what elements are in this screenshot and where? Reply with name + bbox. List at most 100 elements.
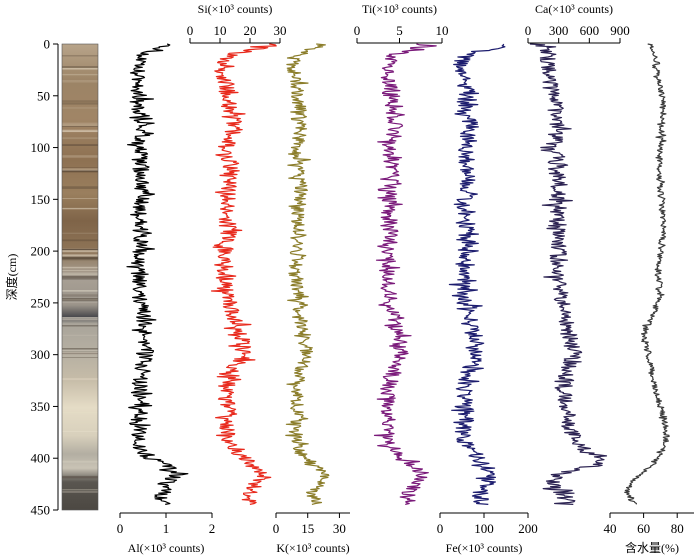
value-tick-label: 0 bbox=[187, 23, 194, 38]
core-band bbox=[62, 378, 98, 381]
core-band bbox=[62, 55, 98, 57]
core-band bbox=[62, 123, 98, 127]
core-band bbox=[62, 357, 98, 358]
core-band bbox=[62, 107, 98, 109]
core-band bbox=[62, 278, 98, 280]
depth-tick-label: 250 bbox=[31, 295, 51, 310]
core-border bbox=[61, 43, 99, 511]
core-band bbox=[62, 155, 98, 158]
core-band bbox=[62, 239, 98, 242]
value-tick-label: 600 bbox=[580, 23, 600, 38]
depth-axis-title: 深度(cm) bbox=[4, 254, 19, 301]
series-line bbox=[448, 43, 506, 505]
value-tick-label: 40 bbox=[604, 521, 617, 536]
core-band bbox=[62, 489, 98, 491]
series-al: 0 1 2 Al(×10³ counts) bbox=[117, 43, 216, 555]
core-band bbox=[62, 256, 98, 260]
value-tick-label: 0 bbox=[273, 521, 280, 536]
series-water-content: 40 60 80 含水量(%) bbox=[604, 43, 694, 555]
depth-tick-label: 100 bbox=[31, 140, 51, 155]
core-band bbox=[62, 272, 98, 275]
series-line bbox=[126, 43, 189, 505]
core-band bbox=[62, 102, 98, 105]
core-band bbox=[62, 266, 98, 269]
series-ti: 0 5 10 Ti(×10³ counts) bbox=[354, 2, 449, 505]
value-tick-label: 60 bbox=[637, 521, 650, 536]
core-band bbox=[62, 186, 98, 189]
core-band bbox=[62, 100, 98, 102]
value-tick-label: 2 bbox=[209, 521, 216, 536]
core-band bbox=[62, 352, 98, 355]
core-band bbox=[62, 130, 98, 133]
core-band bbox=[62, 198, 98, 199]
value-axis-title: Ti(×10³ counts) bbox=[362, 2, 437, 16]
value-tick-label: 0 bbox=[117, 521, 124, 536]
series-line bbox=[210, 43, 277, 505]
core-band bbox=[62, 68, 98, 70]
core-band bbox=[62, 167, 98, 169]
core-band bbox=[62, 334, 98, 336]
value-tick-label: 15 bbox=[301, 521, 314, 536]
series-line bbox=[285, 43, 330, 505]
series-line bbox=[373, 43, 437, 505]
core-band bbox=[62, 475, 98, 479]
value-tick-label: 0 bbox=[354, 23, 361, 38]
value-tick-label: 900 bbox=[610, 23, 630, 38]
core-image bbox=[62, 44, 98, 510]
series-k: 0 15 30 K(×10³ counts) bbox=[273, 43, 350, 555]
value-tick-label: 0 bbox=[525, 23, 532, 38]
value-tick-label: 20 bbox=[244, 23, 257, 38]
core-band bbox=[62, 207, 98, 210]
core-band bbox=[62, 80, 98, 83]
core-band bbox=[62, 129, 98, 132]
core-band bbox=[62, 298, 98, 301]
core-band bbox=[62, 248, 98, 251]
series-line bbox=[529, 43, 608, 505]
core-band bbox=[62, 298, 98, 301]
depth-tick-label: 450 bbox=[31, 503, 51, 518]
core-band bbox=[62, 250, 98, 253]
core-band bbox=[62, 325, 98, 327]
core-band bbox=[62, 350, 98, 352]
value-tick-label: 80 bbox=[671, 521, 684, 536]
value-axis-title: Fe(×10³ counts) bbox=[446, 541, 523, 555]
core-band bbox=[62, 491, 98, 493]
core-band bbox=[62, 232, 98, 234]
core-band bbox=[62, 460, 98, 463]
depth-tick-label: 200 bbox=[31, 244, 51, 259]
core-band bbox=[62, 430, 98, 432]
core-band bbox=[62, 126, 98, 127]
core-band bbox=[62, 274, 98, 275]
depth-tick-label: 50 bbox=[37, 88, 50, 103]
core-band bbox=[62, 348, 98, 350]
depth-tick-label: 0 bbox=[44, 37, 51, 52]
core-band bbox=[62, 275, 98, 278]
value-tick-label: 0 bbox=[437, 521, 444, 536]
value-axis-title: Si(×10³ counts) bbox=[198, 2, 273, 16]
depth-tick-label: 350 bbox=[31, 399, 51, 414]
value-tick-label: 10 bbox=[214, 23, 227, 38]
core-band bbox=[62, 317, 98, 319]
series-fe: 0 100 200 Fe(×10³ counts) bbox=[437, 43, 538, 555]
core-band bbox=[62, 269, 98, 272]
core-band bbox=[62, 351, 98, 355]
core-band bbox=[62, 294, 98, 297]
core-band bbox=[62, 249, 98, 250]
core-band bbox=[62, 351, 98, 352]
value-axis-title: Al(×10³ counts) bbox=[128, 541, 205, 555]
value-axis-title: K(×10³ counts) bbox=[276, 541, 349, 555]
value-tick-label: 200 bbox=[518, 521, 538, 536]
value-axis-title: 含水量(%) bbox=[625, 540, 679, 555]
core-band bbox=[62, 248, 98, 251]
value-tick-label: 100 bbox=[474, 521, 494, 536]
depth-tick-label: 150 bbox=[31, 192, 51, 207]
core-band bbox=[62, 257, 98, 261]
core-band bbox=[62, 73, 98, 76]
core-band bbox=[62, 290, 98, 292]
core-band bbox=[62, 168, 98, 171]
core-band bbox=[62, 170, 98, 173]
core-band bbox=[62, 66, 98, 68]
